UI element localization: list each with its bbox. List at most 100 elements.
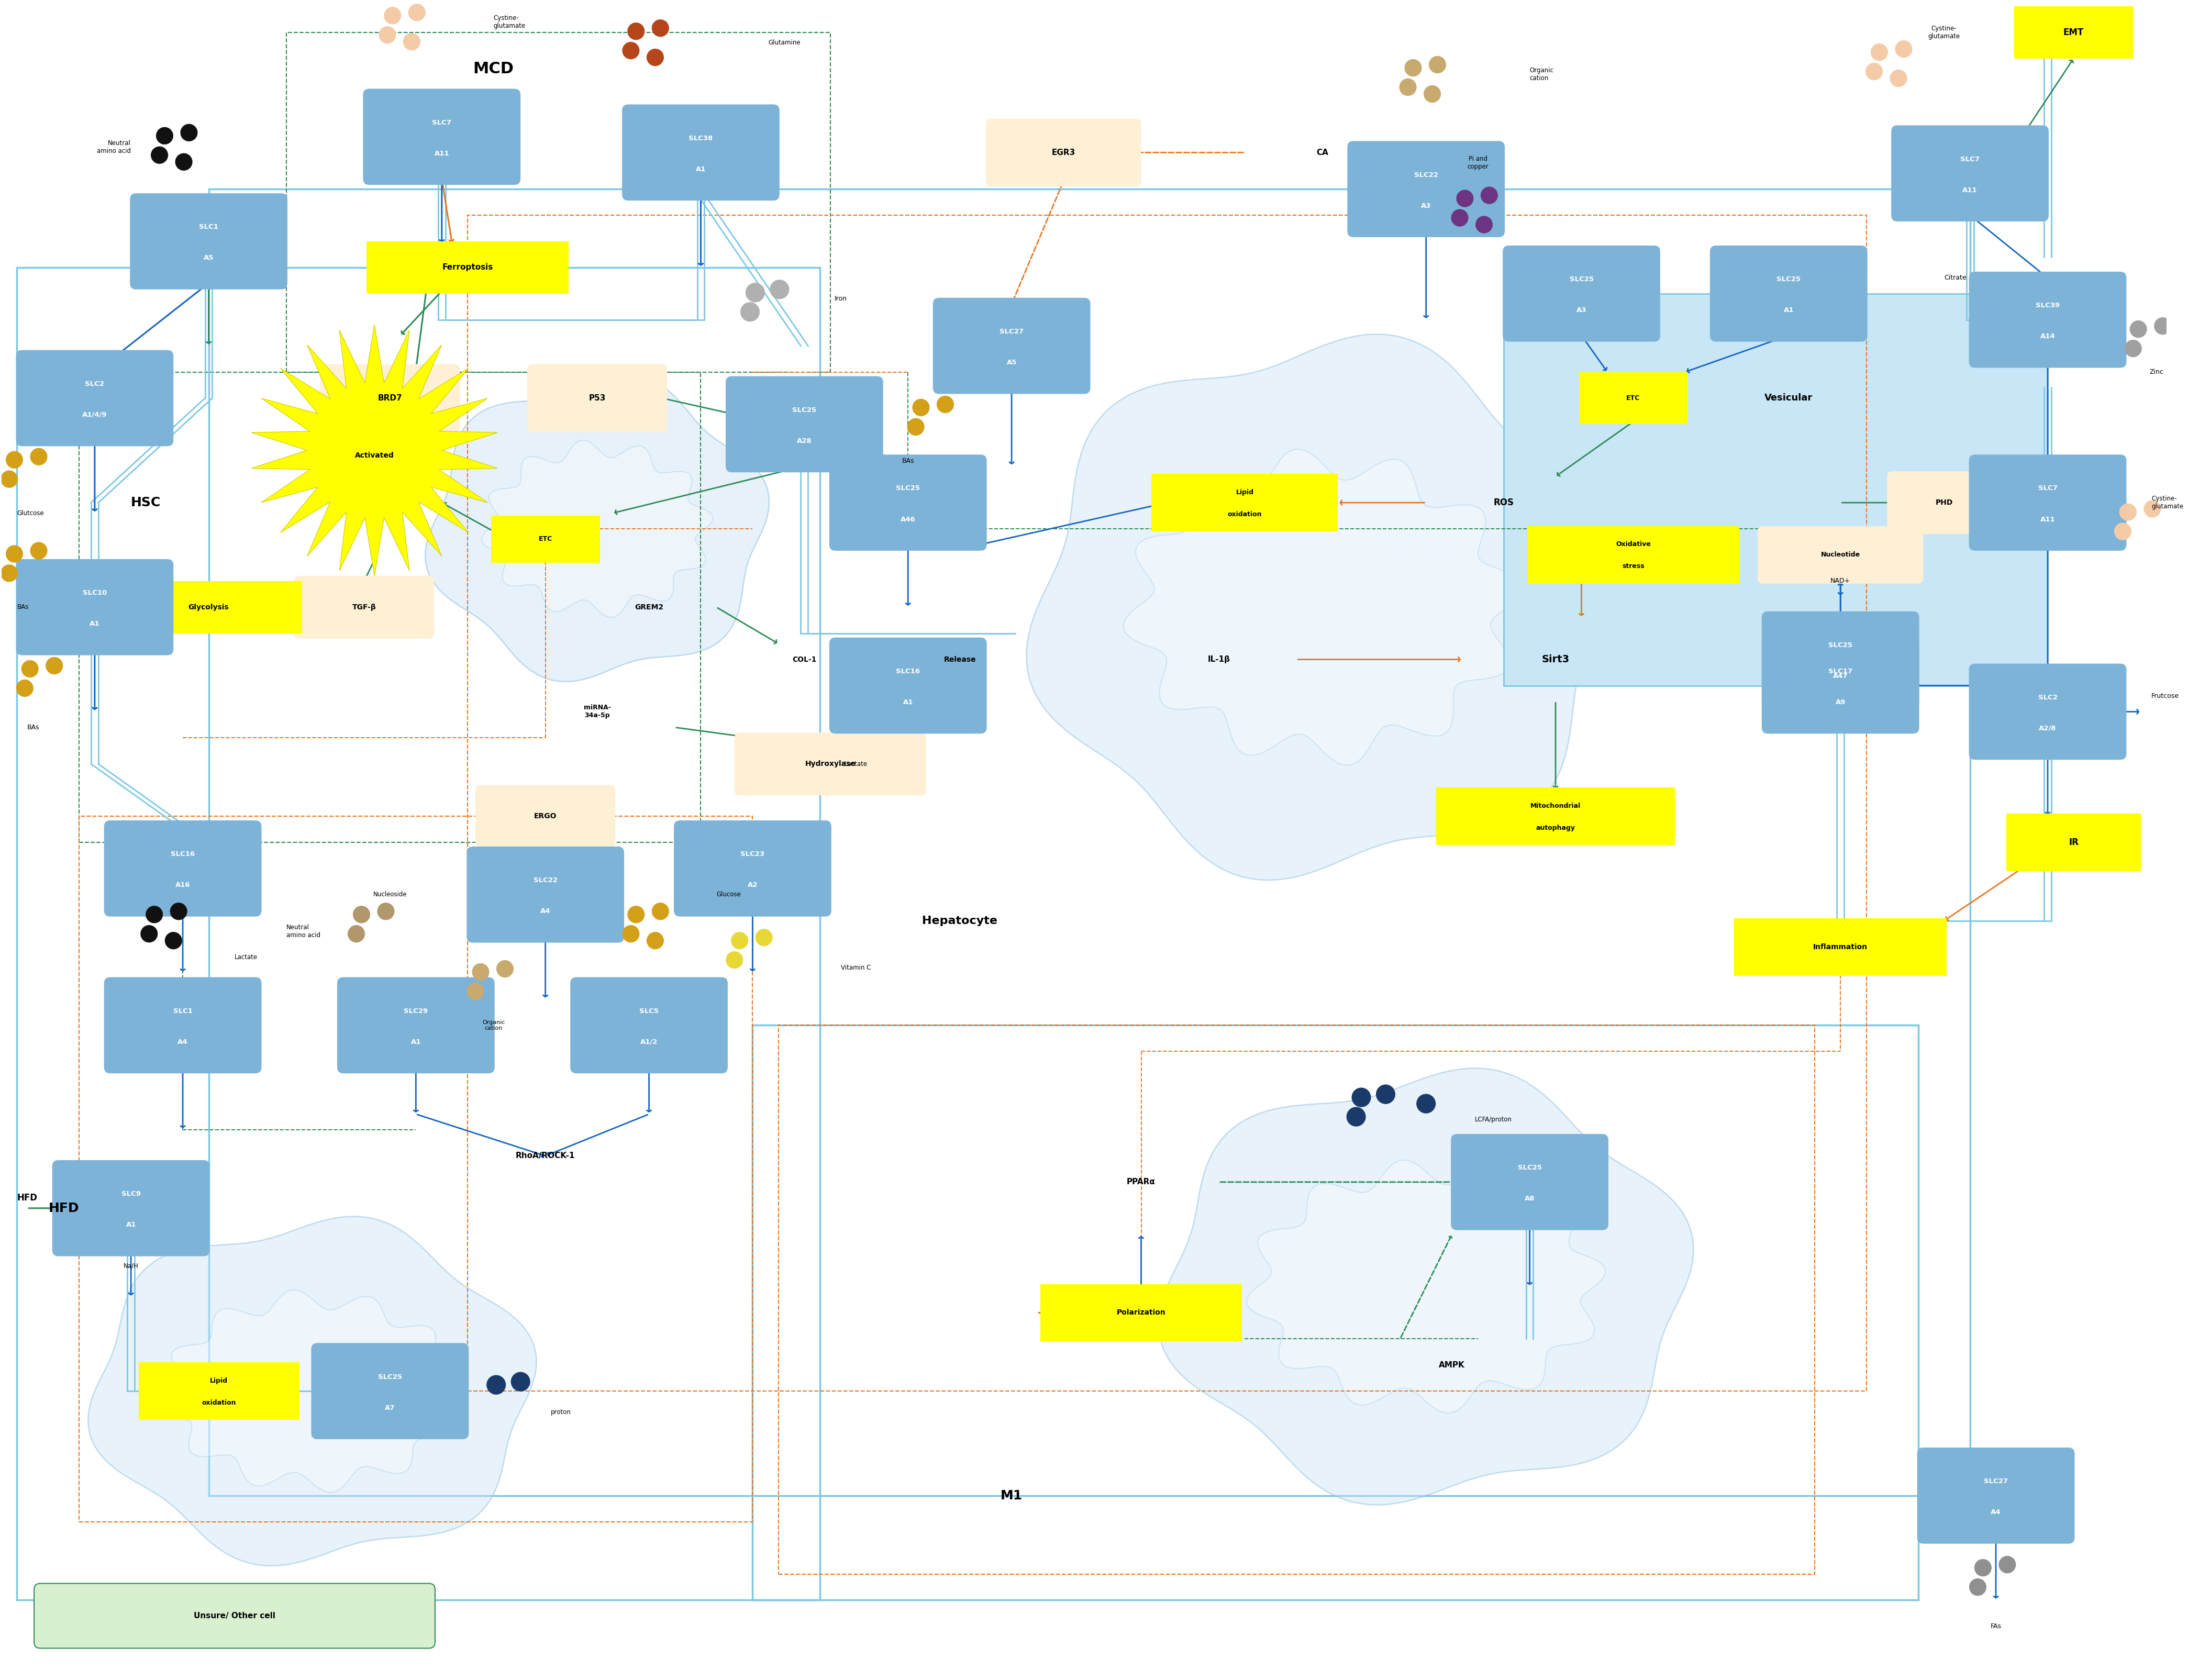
Circle shape (1457, 190, 1473, 207)
Text: CA: CA (1317, 148, 1328, 156)
Text: Pi and
copper: Pi and copper (1468, 156, 1488, 170)
Text: SLC25: SLC25 (895, 486, 919, 492)
Text: PHD: PHD (1936, 499, 1954, 506)
Circle shape (1424, 86, 1440, 102)
Circle shape (151, 146, 168, 163)
Circle shape (497, 961, 514, 978)
FancyBboxPatch shape (2013, 7, 2133, 59)
Text: Sirt3: Sirt3 (1543, 655, 1569, 664)
Circle shape (155, 128, 173, 144)
FancyBboxPatch shape (466, 847, 624, 942)
Circle shape (648, 49, 663, 66)
Text: SLC1: SLC1 (173, 1008, 193, 1015)
Polygon shape (162, 1290, 462, 1492)
FancyBboxPatch shape (311, 1342, 468, 1440)
Circle shape (628, 906, 643, 922)
Text: A11: A11 (1963, 186, 1978, 193)
Text: ROS: ROS (1494, 497, 1514, 507)
Text: Glutcose: Glutcose (18, 509, 44, 516)
Bar (1503, 294, 2048, 685)
Polygon shape (1026, 334, 1619, 880)
Text: A4: A4 (540, 907, 551, 914)
Bar (208, 190, 1969, 1495)
Text: Lipid: Lipid (1236, 489, 1254, 496)
Text: Organic
cation: Organic cation (1529, 67, 1553, 81)
Text: RhoA/ROCK-1: RhoA/ROCK-1 (516, 1152, 575, 1159)
Text: Ferroptosis: Ferroptosis (442, 264, 492, 272)
Circle shape (1451, 210, 1468, 227)
Circle shape (2000, 1556, 2015, 1572)
Circle shape (348, 926, 365, 942)
Circle shape (624, 42, 639, 59)
Text: SLC25: SLC25 (1777, 276, 1801, 282)
FancyBboxPatch shape (138, 1362, 300, 1420)
Circle shape (1895, 40, 1912, 57)
Text: SLC25: SLC25 (1569, 276, 1593, 282)
Text: SLC27: SLC27 (1000, 328, 1024, 334)
Text: BAs: BAs (28, 724, 39, 731)
Text: BAs: BAs (18, 603, 28, 610)
Text: A5: A5 (1006, 360, 1017, 366)
Text: SLC1: SLC1 (199, 223, 219, 230)
FancyBboxPatch shape (15, 559, 173, 655)
FancyBboxPatch shape (368, 242, 569, 294)
Circle shape (473, 964, 488, 981)
FancyBboxPatch shape (1527, 526, 1739, 583)
Text: SLC22: SLC22 (1413, 171, 1438, 178)
Circle shape (1974, 1559, 1991, 1576)
Text: Vesicular: Vesicular (1764, 393, 1814, 403)
Text: SLC7: SLC7 (2037, 486, 2057, 492)
Text: SLC16: SLC16 (171, 850, 195, 858)
FancyBboxPatch shape (319, 365, 459, 432)
Circle shape (628, 24, 643, 40)
FancyBboxPatch shape (1348, 141, 1505, 237)
Polygon shape (88, 1216, 536, 1566)
Circle shape (379, 902, 394, 919)
Text: Unsure/ Other cell: Unsure/ Other cell (195, 1611, 276, 1620)
Text: A4: A4 (1991, 1509, 2002, 1515)
Circle shape (1969, 1579, 1987, 1596)
Text: SLC38: SLC38 (689, 134, 713, 141)
Text: SLC17: SLC17 (1829, 669, 1853, 675)
Circle shape (468, 983, 484, 1000)
Text: P53: P53 (589, 395, 606, 402)
Text: PPARα: PPARα (1127, 1178, 1155, 1186)
Text: stress: stress (1621, 563, 1645, 570)
Circle shape (0, 564, 18, 581)
Bar (779, 1025, 1814, 1574)
FancyBboxPatch shape (490, 516, 600, 563)
FancyBboxPatch shape (129, 193, 287, 289)
Circle shape (182, 124, 197, 141)
FancyBboxPatch shape (1039, 1284, 1243, 1341)
Text: ETC: ETC (1626, 395, 1641, 402)
FancyBboxPatch shape (15, 349, 173, 447)
FancyBboxPatch shape (1969, 664, 2127, 759)
Circle shape (908, 418, 923, 435)
FancyBboxPatch shape (1969, 272, 2127, 368)
Text: oxidation: oxidation (1227, 511, 1262, 517)
FancyBboxPatch shape (829, 455, 987, 551)
Text: NAD+: NAD+ (1831, 578, 1851, 585)
Circle shape (936, 396, 954, 413)
Text: A2: A2 (748, 882, 757, 889)
Text: Organic
cation: Organic cation (481, 1020, 505, 1032)
Circle shape (2125, 339, 2142, 356)
Text: A1: A1 (904, 699, 912, 706)
Text: SLC29: SLC29 (405, 1008, 429, 1015)
Circle shape (409, 3, 424, 20)
Circle shape (2120, 504, 2135, 521)
FancyBboxPatch shape (829, 637, 987, 734)
Text: A5: A5 (203, 255, 214, 262)
Text: Hepatocyte: Hepatocyte (921, 916, 998, 926)
Text: IR: IR (2068, 838, 2079, 847)
Text: oxidation: oxidation (201, 1399, 236, 1406)
Text: MCD: MCD (473, 60, 514, 77)
Circle shape (175, 153, 193, 170)
Text: A1/2: A1/2 (641, 1038, 659, 1045)
Circle shape (140, 926, 158, 942)
Text: Lactate: Lactate (845, 761, 869, 768)
Circle shape (742, 302, 759, 321)
Text: SLC9: SLC9 (120, 1191, 140, 1198)
Circle shape (7, 546, 22, 563)
Circle shape (731, 932, 748, 949)
